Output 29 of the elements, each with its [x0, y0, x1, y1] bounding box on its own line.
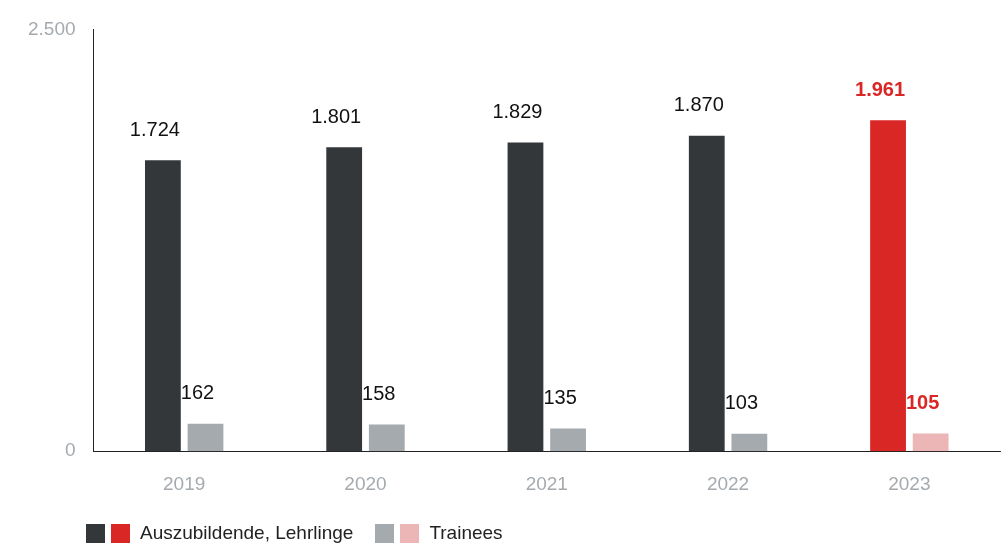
data-label: 1.870	[673, 93, 724, 116]
x-tick-label: 2022	[706, 472, 750, 494]
data-label: 1.724	[129, 117, 180, 140]
x-tick-label: 2023	[888, 472, 931, 494]
y-tick-label: 2.500	[28, 17, 76, 39]
data-label: 135	[543, 385, 577, 408]
y-tick-label: 0	[64, 439, 76, 461]
bar	[912, 433, 949, 452]
data-label: 1.961	[855, 77, 906, 100]
bar	[731, 433, 768, 452]
bar	[507, 142, 544, 452]
x-tick-label: 2021	[525, 472, 568, 494]
bar	[326, 147, 363, 452]
data-label: 1.801	[311, 104, 362, 127]
bar	[145, 160, 181, 452]
data-label: 103	[724, 391, 759, 414]
bar	[550, 428, 586, 452]
bar	[688, 135, 725, 452]
bar	[870, 120, 906, 452]
legend-label: Trainees	[429, 522, 503, 544]
data-label: 162	[180, 381, 215, 404]
bar	[368, 424, 405, 452]
data-label: 105	[905, 391, 940, 413]
x-tick-label: 2019	[163, 472, 206, 494]
legend-label: Auszubildende, Lehrlinge	[140, 522, 354, 544]
x-tick-label: 2020	[344, 472, 387, 494]
data-label: 1.829	[492, 100, 543, 123]
data-label: 158	[362, 382, 396, 405]
bar	[187, 423, 224, 452]
